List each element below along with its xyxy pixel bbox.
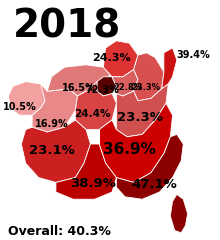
Polygon shape: [56, 130, 116, 199]
Polygon shape: [21, 120, 90, 182]
Text: 22.8%: 22.8%: [114, 83, 143, 92]
Polygon shape: [103, 41, 138, 77]
Text: 16.9%: 16.9%: [35, 119, 68, 129]
Text: 24.3%: 24.3%: [92, 53, 130, 63]
Text: 23.3%: 23.3%: [131, 83, 160, 92]
Polygon shape: [47, 65, 110, 96]
Polygon shape: [75, 82, 116, 130]
Polygon shape: [170, 194, 188, 233]
Text: 2018: 2018: [13, 7, 121, 45]
Text: 72.3%: 72.3%: [85, 85, 119, 95]
Text: 38.9%: 38.9%: [70, 177, 116, 190]
Text: Overall: 40.3%: Overall: 40.3%: [8, 225, 111, 238]
Polygon shape: [112, 70, 138, 96]
Polygon shape: [32, 84, 77, 132]
Text: 24.4%: 24.4%: [74, 109, 111, 119]
Text: 23.1%: 23.1%: [29, 144, 74, 156]
Text: 23.3%: 23.3%: [117, 111, 163, 124]
Polygon shape: [8, 82, 47, 115]
Text: 47.1%: 47.1%: [131, 178, 177, 191]
Polygon shape: [97, 77, 116, 96]
Polygon shape: [162, 48, 177, 89]
Polygon shape: [99, 103, 172, 182]
Text: 39.4%: 39.4%: [176, 50, 210, 60]
Text: 10.5%: 10.5%: [3, 102, 37, 112]
Polygon shape: [116, 134, 183, 199]
Polygon shape: [134, 53, 164, 101]
Text: 36.9%: 36.9%: [103, 143, 156, 157]
Polygon shape: [116, 84, 168, 137]
Text: 16.5%: 16.5%: [62, 83, 95, 93]
